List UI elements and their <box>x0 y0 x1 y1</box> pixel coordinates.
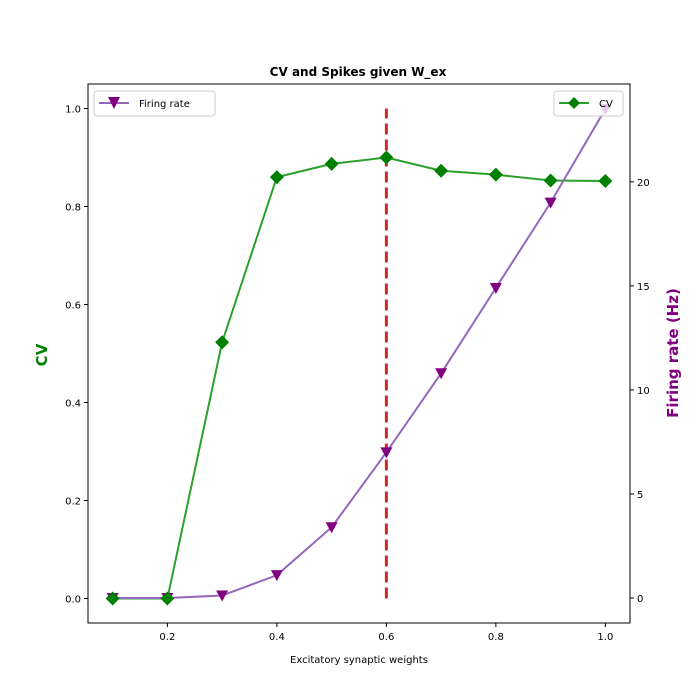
firing-rate-point <box>325 522 338 534</box>
x-tick-label: 0.8 <box>488 632 504 643</box>
firing-rate-point <box>544 197 557 209</box>
y-axis-left: 0.0 0.2 0.4 0.6 0.8 1.0 <box>65 105 88 606</box>
x-tick-label: 0.6 <box>378 632 394 643</box>
y-left-tick-label: 1.0 <box>65 105 81 116</box>
y-left-tick-label: 0.6 <box>65 301 81 312</box>
cv-point <box>160 591 175 606</box>
y-right-tick-label: 5 <box>637 490 643 501</box>
legend-label-firing-rate: Firing rate <box>139 99 190 110</box>
cv-point <box>434 163 449 178</box>
y-axis-label-left: CV <box>33 343 51 366</box>
x-tick-label: 0.4 <box>269 632 285 643</box>
y-axis-label-right: Firing rate (Hz) <box>664 288 682 418</box>
x-axis-label: Excitatory synaptic weights <box>290 655 428 666</box>
cv-point <box>215 335 230 350</box>
x-tick-label: 0.2 <box>159 632 175 643</box>
cv-point <box>598 174 613 189</box>
cv-line <box>112 156 606 600</box>
cv-point <box>324 156 339 171</box>
x-tick-label: 1.0 <box>597 632 613 643</box>
firing-rate-point <box>216 590 229 602</box>
cv-point <box>379 150 394 165</box>
y-left-tick-label: 0.2 <box>65 497 81 508</box>
legend-cv: CV <box>553 90 624 117</box>
firing-rate-point <box>489 282 502 294</box>
cv-point <box>269 170 284 185</box>
y-right-tick-label: 0 <box>637 594 643 605</box>
cv-point <box>488 167 503 182</box>
firing-rate-line <box>112 108 607 600</box>
legend-label-cv: CV <box>599 99 613 110</box>
y-left-tick-label: 0.0 <box>65 595 81 606</box>
y-axis-right: 0 5 10 15 20 <box>630 178 650 605</box>
y-right-tick-label: 20 <box>637 178 650 189</box>
plot-area <box>87 83 631 624</box>
cv-point <box>543 173 558 188</box>
y-left-tick-label: 0.4 <box>65 399 81 410</box>
y-left-tick-label: 0.8 <box>65 203 81 214</box>
firing-rate-point <box>270 570 283 582</box>
cv-point <box>105 591 120 606</box>
firing-rate-point <box>380 447 393 459</box>
y-right-tick-label: 10 <box>637 386 650 397</box>
legend-firing-rate: Firing rate <box>93 90 216 117</box>
chart-title: CV and Spikes given W_ex <box>270 65 447 80</box>
firing-rate-point <box>435 368 448 380</box>
y-right-tick-label: 15 <box>637 282 650 293</box>
x-axis: 0.2 0.4 0.6 0.8 1.0 <box>159 623 613 643</box>
